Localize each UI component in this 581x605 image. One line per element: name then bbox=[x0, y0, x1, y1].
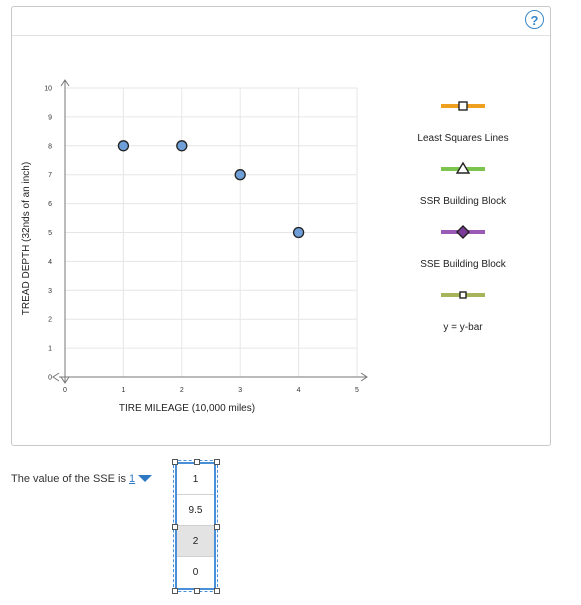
x-axis-arrow bbox=[360, 372, 368, 382]
x-tick-label: 4 bbox=[297, 387, 301, 394]
panel-toolbar: ? bbox=[12, 7, 550, 36]
x-tick-label: 0 bbox=[63, 387, 67, 394]
legend-label: SSE Building Block bbox=[420, 259, 506, 270]
legend-tool-least-squares-lines[interactable] bbox=[440, 98, 486, 114]
y-axis-label: TREAD DEPTH (32nds of an inch) bbox=[21, 162, 32, 315]
x-tick-label: 1 bbox=[121, 387, 125, 394]
legend-tool-y-y-bar[interactable] bbox=[440, 287, 486, 303]
chevron-down-icon[interactable] bbox=[138, 474, 153, 482]
legend-marker bbox=[459, 291, 467, 299]
sse-option[interactable]: 9.5 bbox=[177, 495, 214, 526]
legend-marker bbox=[455, 161, 471, 174]
legend-label: y = y-bar bbox=[443, 322, 483, 333]
sse-option[interactable]: 0 bbox=[192, 567, 199, 578]
legend-label: SSR Building Block bbox=[419, 196, 507, 207]
square-marker-line-icon bbox=[441, 291, 485, 299]
resize-handle[interactable] bbox=[172, 588, 178, 594]
legend-label: Least Squares Lines bbox=[417, 133, 509, 144]
resize-handle[interactable] bbox=[214, 459, 220, 465]
legend-tool-ssr-building-block[interactable] bbox=[440, 161, 486, 177]
data-point bbox=[234, 169, 246, 181]
x-axis-arrow bbox=[52, 372, 60, 382]
data-point bbox=[292, 226, 305, 239]
diamond-marker-line-icon bbox=[441, 225, 485, 239]
y-tick-label: 0 bbox=[48, 375, 52, 382]
data-point bbox=[176, 140, 188, 152]
y-tick-label: 2 bbox=[48, 317, 52, 324]
legend-marker bbox=[456, 225, 470, 239]
x-axis-label: TIRE MILEAGE (10,000 miles) bbox=[119, 403, 255, 414]
help-icon[interactable]: ? bbox=[525, 10, 544, 29]
legend-tool-sse-building-block[interactable] bbox=[440, 224, 486, 240]
y-tick-label: 10 bbox=[44, 86, 52, 93]
sse-option[interactable]: 2 bbox=[177, 526, 214, 557]
data-point bbox=[117, 140, 130, 152]
y-axis-arrow bbox=[60, 79, 70, 87]
y-tick-label: 3 bbox=[48, 288, 52, 295]
y-tick-label: 1 bbox=[48, 346, 52, 353]
sse-answer-select[interactable]: 1 bbox=[129, 473, 153, 485]
y-tick-label: 9 bbox=[48, 114, 52, 121]
x-tick-label: 5 bbox=[355, 387, 359, 394]
y-tick-label: 6 bbox=[48, 201, 52, 208]
square-marker-line-icon bbox=[441, 101, 485, 111]
y-tick-label: 4 bbox=[48, 259, 52, 266]
resize-handle[interactable] bbox=[214, 524, 220, 530]
y-tick-label: 7 bbox=[48, 172, 52, 179]
x-tick-label: 2 bbox=[180, 387, 184, 394]
y-tick-label: 8 bbox=[48, 143, 52, 150]
resize-handle[interactable] bbox=[194, 588, 200, 594]
resize-handle[interactable] bbox=[214, 588, 220, 594]
resize-handle[interactable] bbox=[172, 459, 178, 465]
resize-handle[interactable] bbox=[194, 459, 200, 465]
sse-prompt-text: The value of the SSE is bbox=[11, 473, 126, 485]
scatter-chart: 0 1 2 3 4 5 0 1 2 3 4 5 6 7 8 9 10 TIRE MILEAGE (10,000 m… bbox=[21, 79, 368, 414]
x-tick-label: 3 bbox=[238, 387, 242, 394]
sse-option[interactable]: 1 bbox=[177, 464, 214, 495]
resize-handle[interactable] bbox=[172, 524, 178, 530]
graph-panel: ? bbox=[11, 6, 551, 446]
y-axis-arrow bbox=[60, 376, 70, 384]
sse-dropdown-list: 1 9.5 2 0 bbox=[173, 460, 218, 592]
triangle-marker-line-icon bbox=[441, 161, 485, 174]
y-tick-label: 5 bbox=[48, 230, 52, 237]
sse-selected-value: 1 bbox=[129, 473, 136, 485]
sse-question: The value of the SSE is 1 bbox=[11, 473, 153, 485]
legend-marker bbox=[458, 101, 468, 111]
